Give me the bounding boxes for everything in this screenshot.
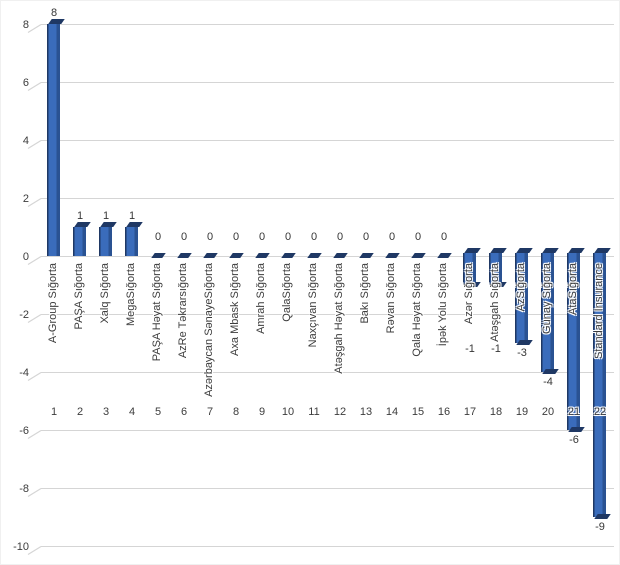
bar-value-label: -6	[569, 434, 579, 446]
bar	[73, 227, 86, 256]
bar-value-label: 0	[206, 231, 214, 243]
bar-value-label: -9	[595, 521, 605, 533]
bar-top-face	[567, 427, 585, 432]
category-label: Qala Həyat Sığorta	[411, 263, 423, 357]
gridline-3d-edge	[27, 197, 42, 208]
category-index-label: 12	[333, 406, 347, 418]
category-index-label: 11	[308, 406, 320, 418]
category-label: Azər Sığorta	[463, 263, 475, 325]
bar-value-label: 0	[414, 231, 422, 243]
category-index-label: 8	[232, 406, 240, 418]
y-tick-label: -8	[19, 483, 29, 495]
bar-value-label: 8	[50, 7, 58, 19]
category-index-label: 5	[154, 406, 162, 418]
category-index-label: 21	[567, 406, 581, 418]
category-index-label: 19	[515, 406, 529, 418]
category-label: QalaSığorta	[281, 263, 293, 322]
bar-value-label: -3	[517, 347, 527, 359]
y-tick-label: -4	[19, 367, 29, 379]
bar-value-label: 0	[232, 231, 240, 243]
gridline-3d-edge	[27, 23, 42, 34]
category-label: Atəşgah Sığorta	[489, 263, 501, 342]
category-index-label: 9	[258, 406, 266, 418]
bar	[515, 253, 528, 343]
y-tick-label: 0	[22, 251, 29, 263]
gridline-3d-edge	[27, 139, 42, 150]
bar-value-label: 0	[310, 231, 318, 243]
y-tick-label: -10	[13, 541, 29, 553]
y-tick-label: 6	[22, 77, 29, 89]
category-label: Naxçıvan Sığorta	[307, 263, 319, 348]
y-tick-label: 8	[22, 19, 29, 31]
category-label: Amrah Sığorta	[255, 263, 267, 334]
bar	[593, 253, 606, 517]
category-label: PAŞA Həyat Sığorta	[151, 263, 163, 362]
category-label: AzSığorta	[515, 263, 527, 312]
category-index-label: 16	[437, 406, 451, 418]
category-index-label: 17	[463, 406, 477, 418]
bar	[489, 253, 502, 285]
gridline-3d-edge	[27, 371, 42, 382]
category-label: Rəvan Sığorta	[385, 263, 397, 334]
category-label: MegaSığorta	[125, 263, 137, 326]
category-label: İpək Yolu Sığorta	[437, 263, 449, 347]
bar-value-label: 0	[336, 231, 344, 243]
bar-value-label: 0	[180, 231, 188, 243]
category-label: PAŞA Sığorta	[73, 263, 85, 330]
bar-value-label: 1	[128, 210, 136, 222]
category-index-label: 18	[489, 406, 503, 418]
category-index-label: 10	[281, 406, 295, 418]
bar-value-label: 1	[76, 210, 84, 222]
category-index-label: 1	[50, 406, 58, 418]
y-tick-label: -2	[19, 309, 29, 321]
category-index-label: 2	[76, 406, 84, 418]
category-index-label: 20	[541, 406, 555, 418]
category-label: Xalq Sığorta	[99, 263, 111, 324]
category-index-label: 14	[385, 406, 399, 418]
gridline-3d-edge	[27, 313, 42, 324]
bar	[463, 253, 476, 285]
bar-value-label: 0	[154, 231, 162, 243]
category-index-label: 3	[102, 406, 110, 418]
category-label: A-Group Sığorta	[47, 263, 59, 344]
category-label: AzRe Təkrarsığorta	[177, 263, 189, 359]
bar-value-label: 0	[388, 231, 396, 243]
bar-value-label: 1	[102, 210, 110, 222]
category-index-label: 4	[128, 406, 136, 418]
bar-value-label: -1	[465, 343, 475, 355]
bar-top-face	[593, 514, 611, 519]
gridline-3d-edge	[27, 487, 42, 498]
bar	[47, 24, 60, 256]
category-label: Axa Mbask Sığorta	[229, 263, 241, 356]
bar	[125, 227, 138, 256]
gridline-3d-edge	[27, 81, 42, 92]
bar-value-label: -1	[491, 343, 501, 355]
category-label: Bakı Sığorta	[359, 263, 371, 324]
y-tick-label: 2	[22, 193, 29, 205]
category-index-label: 15	[411, 406, 425, 418]
category-index-label: 22	[593, 406, 607, 418]
bar	[567, 253, 580, 430]
category-index-label: 6	[180, 406, 188, 418]
gridline-3d-edge	[27, 255, 42, 266]
category-label: Standard Insurance	[593, 263, 605, 360]
y-tick-label: 4	[22, 135, 29, 147]
gridline-3d-edge	[27, 545, 42, 556]
category-index-label: 13	[359, 406, 373, 418]
category-label: Azərbaycan SənayeSığorta	[203, 263, 215, 397]
category-label: AtaSığorta	[567, 263, 579, 315]
bar-value-label: 0	[284, 231, 292, 243]
bar-value-label: -4	[543, 376, 553, 388]
bar	[99, 227, 112, 256]
bar-value-label: 0	[258, 231, 266, 243]
gridline-3d-edge	[27, 429, 42, 440]
category-index-label: 7	[206, 406, 214, 418]
bar-value-label: 0	[362, 231, 370, 243]
bar	[541, 253, 554, 372]
y-tick-label: -6	[19, 425, 29, 437]
bar-value-label: 0	[440, 231, 448, 243]
category-label: Atəşgah Həyat Sığorta	[333, 263, 345, 374]
